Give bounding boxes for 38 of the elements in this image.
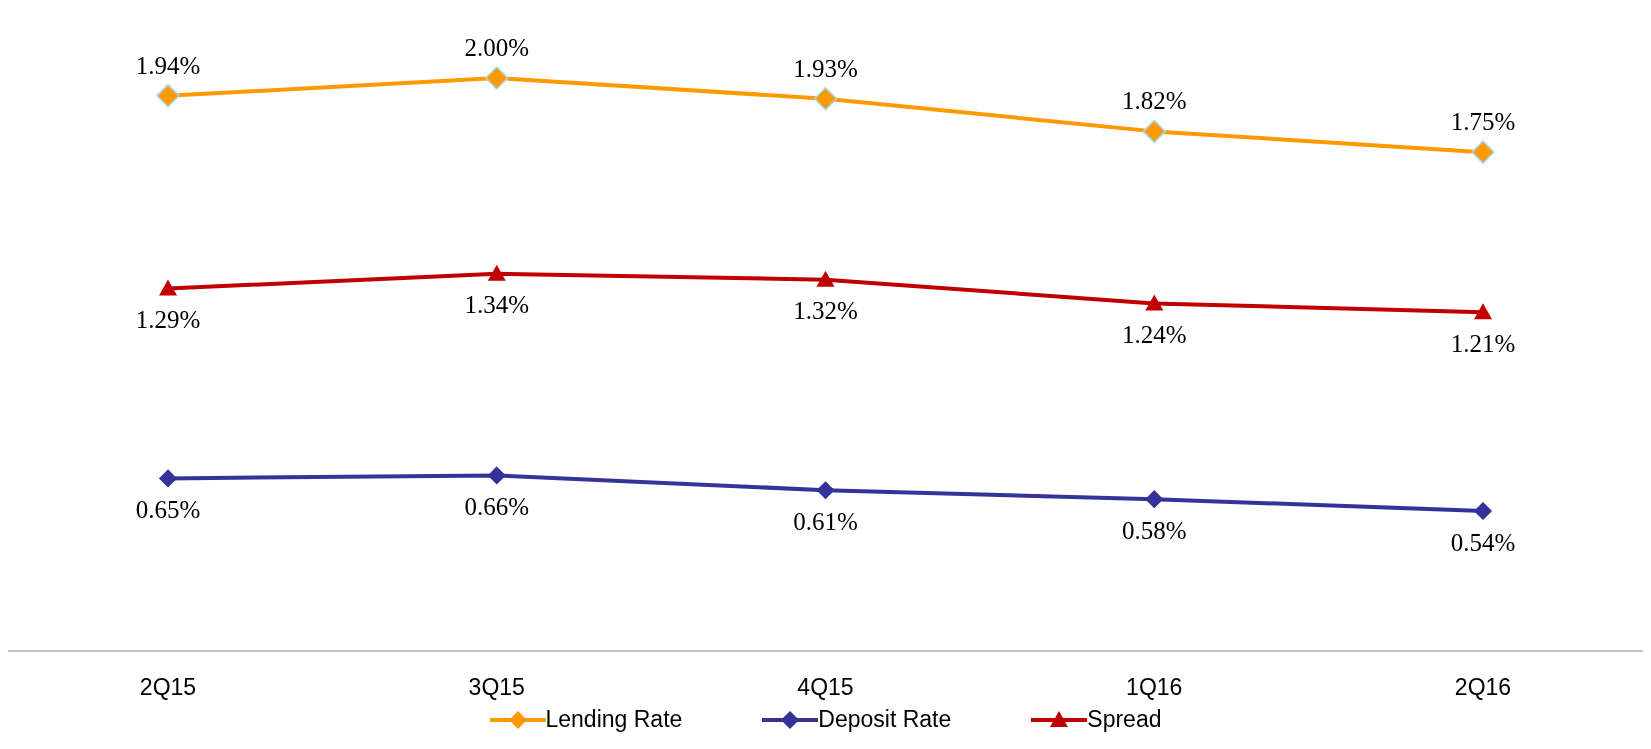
x-tick-label: 3Q15 <box>468 674 525 701</box>
point <box>485 66 509 90</box>
legend-label: Spread <box>1087 706 1162 733</box>
data-label: 1.24% <box>1121 321 1187 349</box>
point <box>156 84 180 108</box>
point <box>816 481 835 499</box>
point <box>159 279 177 296</box>
legend-label: Lending Rate <box>545 706 683 733</box>
data-label: 1.29% <box>135 306 201 334</box>
data-label: 1.94% <box>135 51 201 79</box>
x-tick-label: 4Q15 <box>797 674 854 701</box>
data-label: 2.00% <box>464 34 530 61</box>
data-label: 1.32% <box>793 297 858 325</box>
legend-label: Deposit Rate <box>818 706 952 733</box>
point <box>1474 303 1492 320</box>
data-label: 1.21% <box>1450 330 1516 358</box>
point <box>159 469 177 488</box>
x-tick-label: 2Q15 <box>139 674 197 701</box>
data-label: 1.93% <box>793 54 858 82</box>
point <box>1471 140 1495 164</box>
data-label: 0.66% <box>464 493 530 521</box>
point <box>1145 490 1163 508</box>
x-tick-label: 1Q16 <box>1126 674 1183 701</box>
data-label: 0.58% <box>1121 516 1187 544</box>
data-label: 1.75% <box>1450 108 1516 136</box>
point <box>1145 294 1164 311</box>
point <box>1142 119 1166 144</box>
point <box>1474 502 1492 520</box>
data-label: 1.82% <box>1121 87 1187 115</box>
x-tick-label: 2Q16 <box>1454 674 1512 701</box>
point <box>813 87 838 111</box>
point <box>816 270 835 287</box>
point <box>487 264 506 281</box>
data-label: 0.65% <box>135 496 201 524</box>
point <box>488 466 506 485</box>
data-label: 0.61% <box>793 507 858 535</box>
data-label: 1.34% <box>464 291 530 319</box>
data-label: 0.54% <box>1450 528 1516 556</box>
